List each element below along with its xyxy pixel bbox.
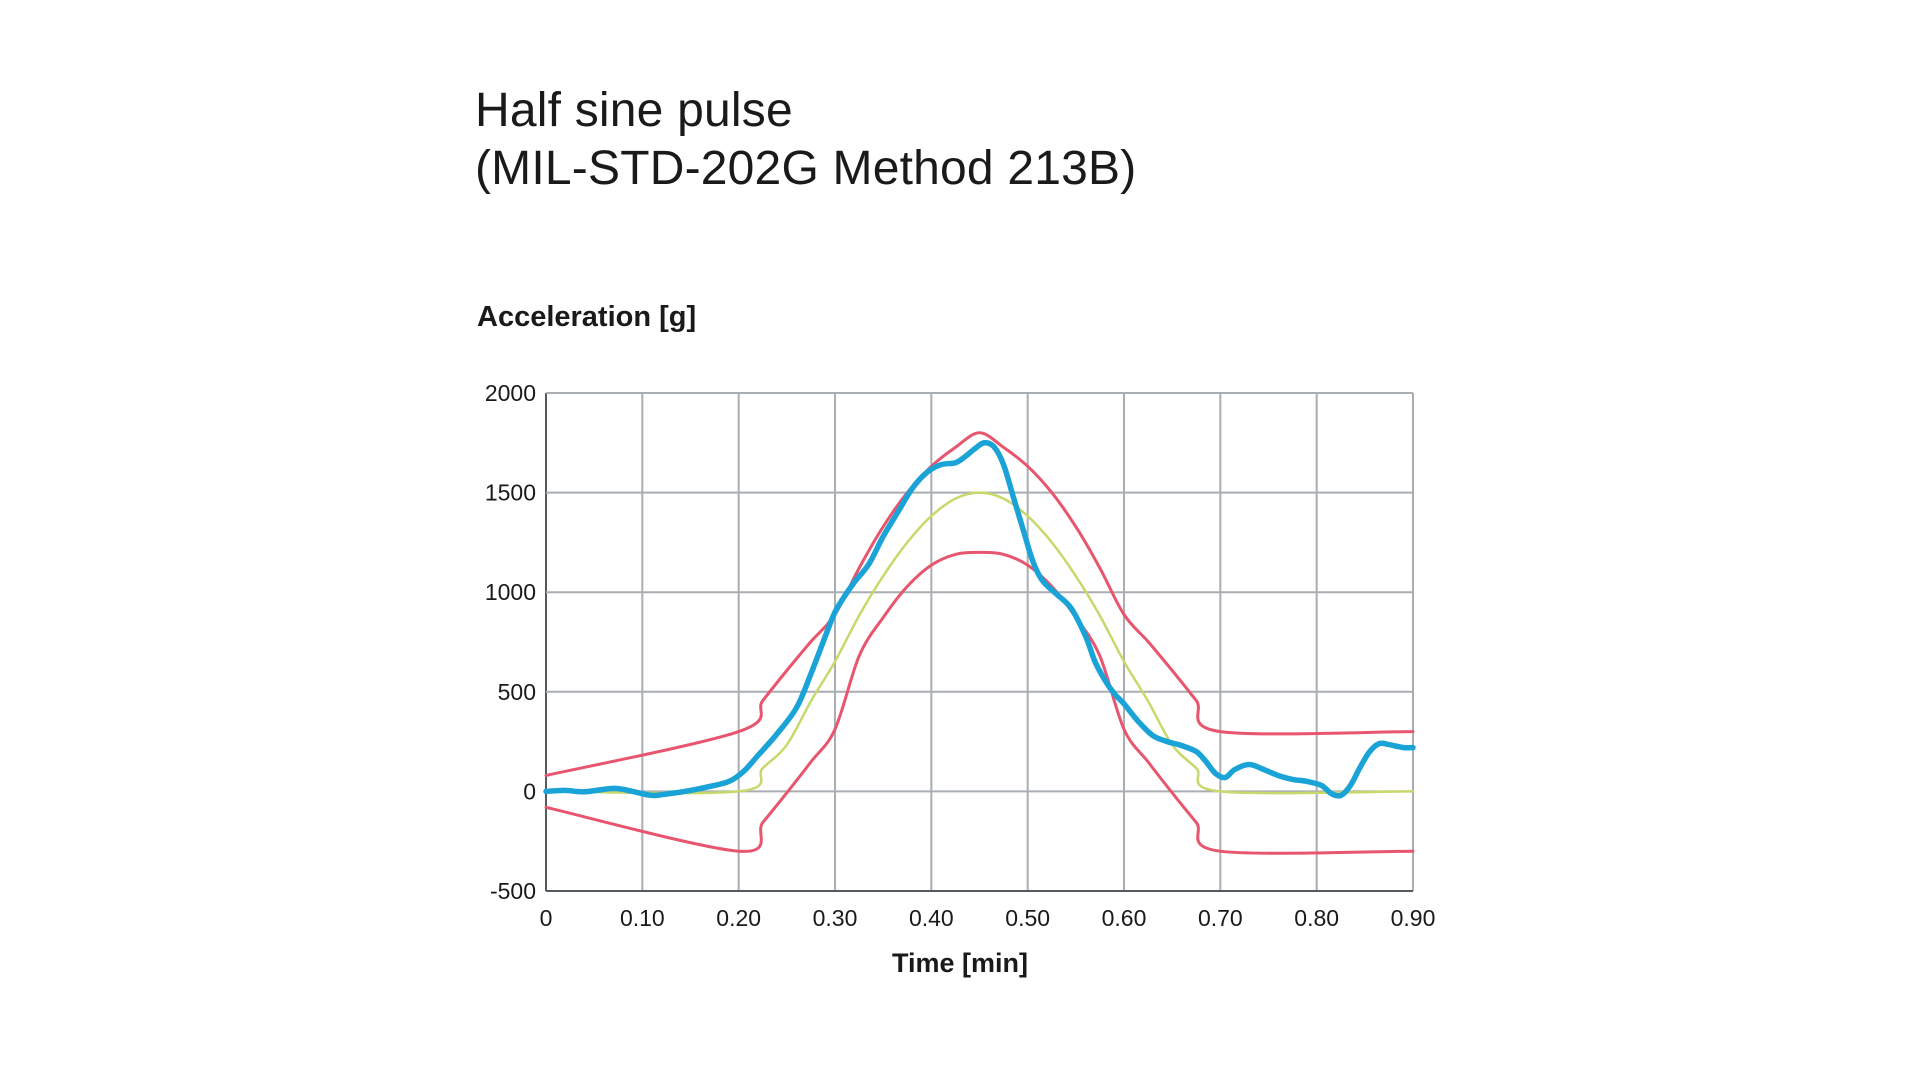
x-tick-label: 0.20: [716, 905, 761, 931]
lower-tolerance-line: [544, 550, 1415, 855]
x-tick-label: 0.30: [813, 905, 858, 931]
x-tick-label: 0.10: [620, 905, 665, 931]
chart-title-line-2: (MIL-STD-202G Method 213B): [475, 142, 1137, 195]
x-tick-label: 0.70: [1198, 905, 1243, 931]
y-tick-label: -500: [490, 878, 536, 904]
chart-title-line-1: Half sine pulse: [475, 84, 793, 137]
chart-title: Half sine pulse (MIL-STD-202G Method 213…: [475, 82, 1136, 198]
x-tick-label: 0: [540, 905, 553, 931]
x-axis-label: Time [min]: [892, 948, 1028, 978]
series: [543, 431, 1416, 855]
y-tick-label: 1500: [485, 480, 536, 506]
x-tick-label: 0.90: [1391, 905, 1436, 931]
y-tick-label: 500: [498, 679, 536, 705]
x-tick-label: 0.40: [909, 905, 954, 931]
tick-labels: 0 0.10 0.20 0.30 0.40 0.50 0.60 0.70 0.80 0.90 -50…: [485, 380, 1436, 931]
y-tick-label: 0: [523, 778, 536, 804]
x-tick-label: 0.50: [1005, 905, 1050, 931]
y-tick-label: 2000: [485, 380, 536, 406]
y-axis-label: Acceleration [g]: [477, 301, 696, 333]
y-tick-label: 1000: [485, 579, 536, 605]
x-tick-label: 0.60: [1102, 905, 1147, 931]
upper-tolerance-line: [544, 431, 1415, 777]
x-tick-label: 0.80: [1294, 905, 1339, 931]
grid: [545, 392, 1414, 892]
measured-pulse-line: [543, 439, 1416, 799]
